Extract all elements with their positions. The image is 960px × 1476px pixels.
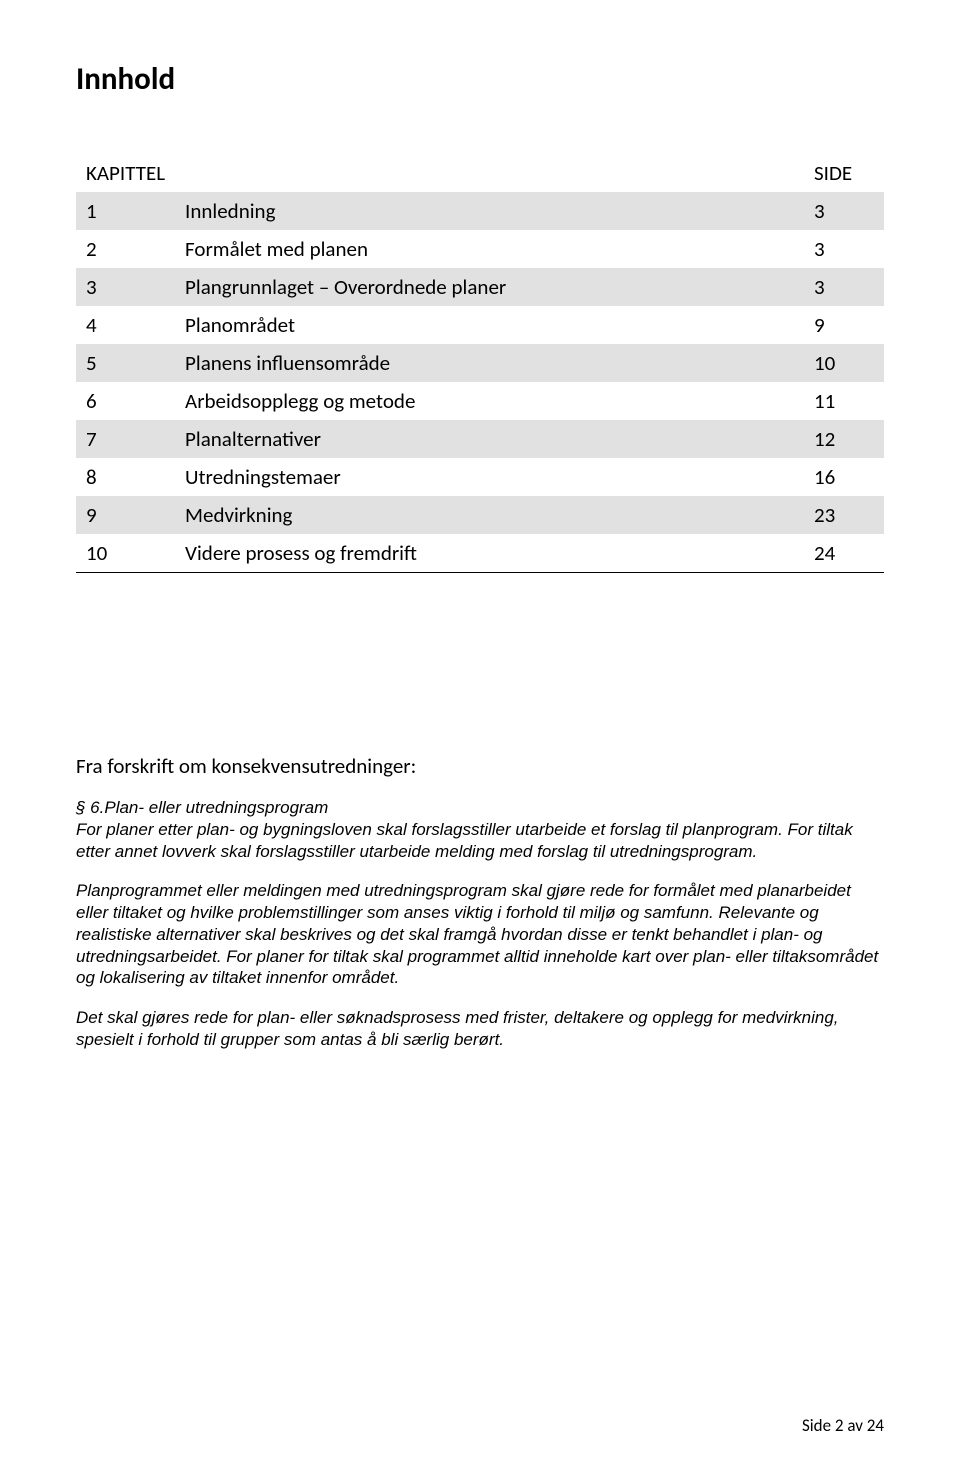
regulation-text: § 6.Plan- eller utredningsprogram For pl… [76,797,884,1051]
toc-row-page: 24 [814,534,884,573]
toc-row-number: 6 [76,382,175,420]
toc-header-kapittel: KAPITTEL [76,154,175,192]
regulation-paragraph-1: § 6.Plan- eller utredningsprogram For pl… [76,797,884,862]
toc-row-title: Planområdet [175,306,814,344]
toc-row-title: Planens influensområde [175,344,814,382]
regulation-paragraph-2: Planprogrammet eller meldingen med utred… [76,880,884,989]
toc-row: 10Videre prosess og fremdrift24 [76,534,884,573]
toc-row-number: 1 [76,192,175,230]
regulation-paragraph-3: Det skal gjøres rede for plan- eller søk… [76,1007,884,1051]
toc-header-row: KAPITTEL SIDE [76,154,884,192]
toc-header-blank [175,154,814,192]
regulation-p1-body: For planer etter plan- og bygningsloven … [76,820,853,861]
toc-row: 5Planens influensområde10 [76,344,884,382]
toc-row: 6Arbeidsopplegg og metode11 [76,382,884,420]
toc-row-page: 12 [814,420,884,458]
toc-row-page: 23 [814,496,884,534]
toc-row-number: 2 [76,230,175,268]
toc-row-page: 10 [814,344,884,382]
toc-row-page: 16 [814,458,884,496]
toc-row-title: Videre prosess og fremdrift [175,534,814,573]
toc-row-number: 10 [76,534,175,573]
toc-row: 8Utredningstemaer16 [76,458,884,496]
regulation-p1-lead: § 6.Plan- eller utredningsprogram [76,798,328,817]
toc-header-side: SIDE [814,154,884,192]
toc-row-title: Plangrunnlaget – Overordnede planer [175,268,814,306]
regulation-subheading: Fra forskrift om konsekvensutredninger: [76,753,884,779]
toc-row-number: 3 [76,268,175,306]
toc-row-title: Medvirkning [175,496,814,534]
toc-row: 3Plangrunnlaget – Overordnede planer3 [76,268,884,306]
toc-row: 2Formålet med planen3 [76,230,884,268]
toc-row-page: 3 [814,230,884,268]
page-footer: Side 2 av 24 [802,1415,884,1436]
toc-row-page: 3 [814,192,884,230]
toc-table: KAPITTEL SIDE 1Innledning32Formålet med … [76,154,884,573]
toc-row-title: Innledning [175,192,814,230]
toc-row: 4Planområdet9 [76,306,884,344]
toc-row: 9Medvirkning23 [76,496,884,534]
toc-row-title: Formålet med planen [175,230,814,268]
toc-row-page: 9 [814,306,884,344]
toc-row-page: 11 [814,382,884,420]
toc-row-number: 4 [76,306,175,344]
toc-body: KAPITTEL SIDE 1Innledning32Formålet med … [76,154,884,573]
page-title: Innhold [76,60,884,98]
toc-row-title: Utredningstemaer [175,458,814,496]
toc-row: 1Innledning3 [76,192,884,230]
toc-row-number: 8 [76,458,175,496]
toc-row-page: 3 [814,268,884,306]
toc-row-number: 5 [76,344,175,382]
toc-row: 7Planalternativer12 [76,420,884,458]
toc-row-title: Planalternativer [175,420,814,458]
toc-row-title: Arbeidsopplegg og metode [175,382,814,420]
toc-row-number: 9 [76,496,175,534]
toc-row-number: 7 [76,420,175,458]
